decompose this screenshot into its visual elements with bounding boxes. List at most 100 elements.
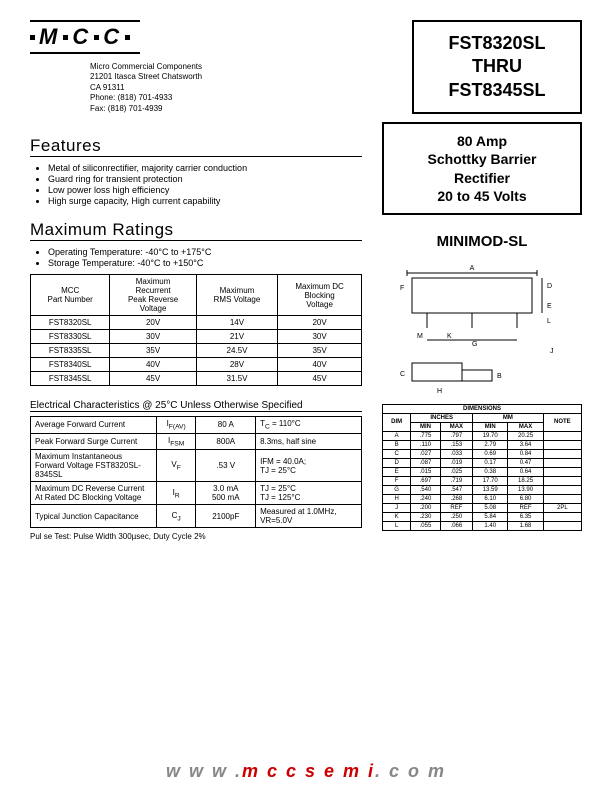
logo-letter: C [72, 24, 90, 50]
pulse-note: Pul se Test: Pulse Width 300µsec, Duty C… [30, 532, 362, 541]
table-cell: 20V [278, 316, 362, 330]
part-to: FST8345SL [432, 79, 562, 102]
svg-text:H: H [437, 388, 442, 395]
mcc-logo: M C C [30, 24, 202, 50]
table-cell: A [383, 431, 411, 440]
table-row: H.240.2686.106.80 [383, 494, 582, 503]
table-cell: 1.68 [508, 521, 543, 530]
table-cell: D [383, 458, 411, 467]
table-cell [543, 494, 581, 503]
feature-item: Guard ring for transient protection [48, 174, 362, 184]
desc-line: Rectifier [392, 169, 572, 187]
table-row: Maximum DC Reverse Current At Rated DC B… [31, 482, 362, 505]
elec-param: Typical Junction Capacitance [31, 505, 157, 528]
table-cell: 17.70 [473, 476, 508, 485]
svg-text:B: B [497, 373, 502, 380]
table-cell: .775 [411, 431, 440, 440]
table-cell: F [383, 476, 411, 485]
table-cell: 45V [110, 372, 196, 386]
table-cell: 40V [278, 358, 362, 372]
elec-cond: IFM = 40.0A;TJ = 25°C [256, 450, 362, 482]
ratings-heading: Maximum Ratings [30, 220, 362, 241]
elec-param: Peak Forward Surge Current [31, 433, 157, 450]
table-row: FST8330SL30V21V30V [31, 330, 362, 344]
table-cell: C [383, 449, 411, 458]
company-name: Micro Commercial Components [90, 62, 202, 72]
table-cell [543, 449, 581, 458]
table-cell: .200 [411, 503, 440, 512]
table-cell: .066 [440, 521, 472, 530]
table-cell: .025 [440, 467, 472, 476]
table-cell: .268 [440, 494, 472, 503]
table-cell [543, 431, 581, 440]
table-cell: K [383, 512, 411, 521]
table-cell [543, 440, 581, 449]
table-cell: .015 [411, 467, 440, 476]
table-cell: J [383, 503, 411, 512]
table-cell: 31.5V [196, 372, 277, 386]
part-thru: THRU [432, 55, 562, 78]
part-from: FST8320SL [432, 32, 562, 55]
table-cell: 20V [110, 316, 196, 330]
table-cell: FST8345SL [31, 372, 110, 386]
table-cell [543, 476, 581, 485]
package-title: MINIMOD-SL [382, 233, 582, 250]
table-cell: FST8320SL [31, 316, 110, 330]
elec-param: Average Forward Current [31, 417, 157, 434]
table-cell: .797 [440, 431, 472, 440]
dim-header: MM [473, 413, 544, 422]
table-cell: FST8340SL [31, 358, 110, 372]
table-row: C.027.0330.690.84 [383, 449, 582, 458]
feature-item: Metal of siliconrectifier, majority carr… [48, 163, 362, 173]
logo-block: M C C Micro Commercial Components 21201 … [30, 20, 202, 114]
elec-value: .53 V [196, 450, 256, 482]
company-addr2: CA 91311 [90, 83, 202, 93]
elec-value: 800A [196, 433, 256, 450]
table-row: J.200REF5.08REF2PL [383, 503, 582, 512]
ratings-table: MCCPart NumberMaximumRecurrentPeak Rever… [30, 274, 362, 386]
table-cell: .697 [411, 476, 440, 485]
dim-header: NOTE [543, 413, 581, 431]
svg-text:F: F [400, 285, 404, 292]
dim-header: DIM [383, 413, 411, 431]
table-cell: 0.47 [508, 458, 543, 467]
table-cell: E [383, 467, 411, 476]
rating-bullet: Storage Temperature: -40°C to +150°C [48, 258, 362, 268]
table-row: F.697.71917.7018.25 [383, 476, 582, 485]
svg-text:D: D [547, 283, 552, 290]
table-cell: 14V [196, 316, 277, 330]
table-cell: 18.25 [508, 476, 543, 485]
table-cell: 30V [110, 330, 196, 344]
table-cell: 13.59 [473, 485, 508, 494]
table-cell: B [383, 440, 411, 449]
table-cell: .719 [440, 476, 472, 485]
dimensions-table: DIMENSIONS DIM INCHES MM NOTE MIN MAX MI… [382, 404, 582, 531]
dim-header: INCHES [411, 413, 473, 422]
table-cell: .087 [411, 458, 440, 467]
ratings-bullets: Operating Temperature: -40°C to +175°C S… [30, 247, 362, 268]
table-cell: .055 [411, 521, 440, 530]
table-cell: 0.38 [473, 467, 508, 476]
table-cell [543, 458, 581, 467]
table-cell: .240 [411, 494, 440, 503]
features-heading: Features [30, 136, 362, 157]
package-diagram: A D E F L M K G J C H B [382, 258, 582, 398]
svg-text:G: G [472, 341, 477, 348]
table-row: Typical Junction CapacitanceCJ2100pFMeas… [31, 505, 362, 528]
table-cell: .540 [411, 485, 440, 494]
table-cell: FST8335SL [31, 344, 110, 358]
table-cell: L [383, 521, 411, 530]
elec-symbol: IFSM [156, 433, 196, 450]
feature-item: High surge capacity, High current capabi… [48, 196, 362, 206]
footer-url: w w w .m c c s e m i. c o m [0, 761, 612, 782]
elec-symbol: CJ [156, 505, 196, 528]
table-cell: 5.08 [473, 503, 508, 512]
desc-line: Schottky Barrier [392, 150, 572, 168]
table-cell: 6.10 [473, 494, 508, 503]
elec-cond: 8.3ms, half sine [256, 433, 362, 450]
table-cell: 21V [196, 330, 277, 344]
table-row: A.775.79719.7020.25 [383, 431, 582, 440]
desc-line: 20 to 45 Volts [392, 187, 572, 205]
table-cell [543, 485, 581, 494]
elec-param: Maximum Instantaneous Forward Voltage FS… [31, 450, 157, 482]
